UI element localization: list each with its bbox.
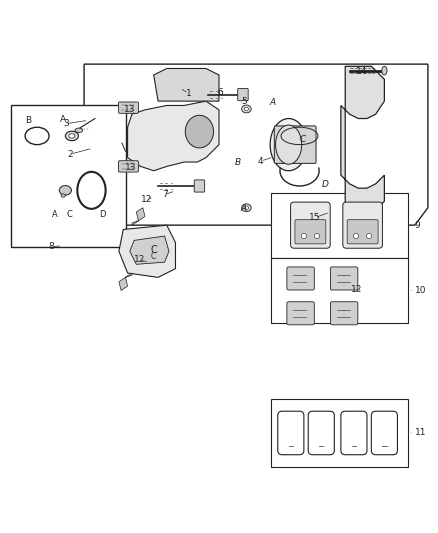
Ellipse shape (242, 204, 251, 212)
Text: B: B (235, 158, 241, 166)
Text: C: C (300, 135, 306, 144)
Circle shape (301, 233, 307, 239)
Circle shape (314, 233, 320, 239)
Polygon shape (132, 208, 145, 225)
Text: A: A (52, 210, 57, 219)
Text: 13: 13 (125, 163, 137, 172)
Text: 12: 12 (141, 196, 152, 205)
Text: 13: 13 (124, 106, 135, 114)
FancyBboxPatch shape (238, 88, 248, 101)
Text: 14: 14 (356, 67, 367, 76)
Ellipse shape (276, 125, 302, 164)
Text: 2: 2 (67, 150, 73, 159)
Text: C: C (67, 210, 73, 219)
Ellipse shape (69, 134, 75, 138)
Bar (11, 106, 126, 247)
Text: 6: 6 (217, 88, 223, 97)
Polygon shape (119, 273, 132, 290)
Polygon shape (154, 68, 219, 101)
Polygon shape (127, 101, 219, 171)
Ellipse shape (382, 66, 387, 75)
Text: 11: 11 (415, 428, 426, 437)
Polygon shape (341, 66, 385, 219)
FancyBboxPatch shape (295, 220, 326, 244)
Polygon shape (119, 225, 176, 277)
Text: D: D (99, 210, 106, 219)
Bar (271, 192, 408, 258)
Ellipse shape (244, 206, 249, 209)
Ellipse shape (270, 118, 307, 171)
Bar (271, 399, 408, 467)
Text: A: A (240, 204, 247, 213)
Text: B: B (25, 116, 32, 125)
FancyBboxPatch shape (194, 180, 205, 192)
Ellipse shape (185, 115, 214, 148)
Circle shape (353, 233, 359, 239)
Polygon shape (130, 236, 169, 264)
FancyBboxPatch shape (287, 267, 314, 290)
Text: 9: 9 (415, 221, 420, 230)
Text: 4: 4 (258, 157, 264, 166)
Text: 15: 15 (309, 213, 321, 222)
FancyBboxPatch shape (287, 302, 314, 325)
Text: A: A (60, 115, 66, 124)
Bar (271, 258, 408, 323)
Ellipse shape (65, 131, 78, 141)
Text: 8: 8 (49, 243, 54, 252)
Text: 12: 12 (134, 255, 145, 264)
Text: C: C (151, 252, 156, 261)
Text: 5: 5 (241, 98, 247, 107)
Text: 7: 7 (162, 190, 167, 199)
Circle shape (367, 233, 372, 239)
Text: 12: 12 (351, 285, 362, 294)
FancyBboxPatch shape (118, 102, 138, 114)
Text: A: A (269, 98, 275, 107)
Text: 1: 1 (186, 89, 191, 98)
FancyBboxPatch shape (347, 220, 378, 244)
Ellipse shape (59, 185, 71, 195)
Text: C: C (150, 245, 157, 255)
FancyBboxPatch shape (330, 267, 358, 290)
Text: 3: 3 (63, 119, 69, 128)
FancyBboxPatch shape (330, 302, 358, 325)
FancyBboxPatch shape (118, 161, 138, 172)
Ellipse shape (242, 105, 251, 113)
FancyBboxPatch shape (274, 126, 316, 163)
Text: 10: 10 (415, 286, 426, 295)
Text: D: D (321, 180, 328, 189)
FancyBboxPatch shape (343, 202, 382, 248)
Ellipse shape (244, 107, 249, 111)
Ellipse shape (75, 128, 83, 133)
Ellipse shape (61, 194, 65, 197)
FancyBboxPatch shape (290, 202, 330, 248)
